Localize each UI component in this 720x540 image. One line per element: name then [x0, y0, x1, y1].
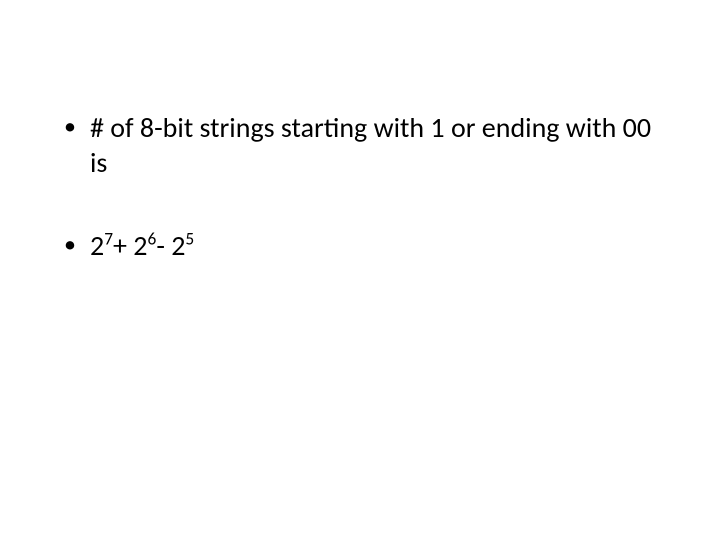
formula-exp-1: 7	[104, 228, 113, 250]
bullet-list: # of 8-bit strings starting with 1 or en…	[60, 110, 670, 263]
formula-exp-3: 5	[185, 228, 194, 250]
formula-op-2: -	[156, 228, 171, 263]
bullet-text-1: # of 8-bit strings starting with 1 or en…	[90, 110, 651, 180]
formula-op-1: +	[113, 228, 133, 263]
formula-base-1: 2	[90, 228, 104, 263]
bullet-item-2: 27+ 26- 25	[60, 228, 670, 263]
formula-base-3: 2	[171, 228, 185, 263]
formula-base-2: 2	[133, 228, 147, 263]
bullet-item-1: # of 8-bit strings starting with 1 or en…	[60, 110, 670, 180]
formula-exp-2: 6	[148, 228, 157, 250]
formula: 27+ 26- 25	[90, 228, 194, 263]
slide: # of 8-bit strings starting with 1 or en…	[0, 0, 720, 540]
